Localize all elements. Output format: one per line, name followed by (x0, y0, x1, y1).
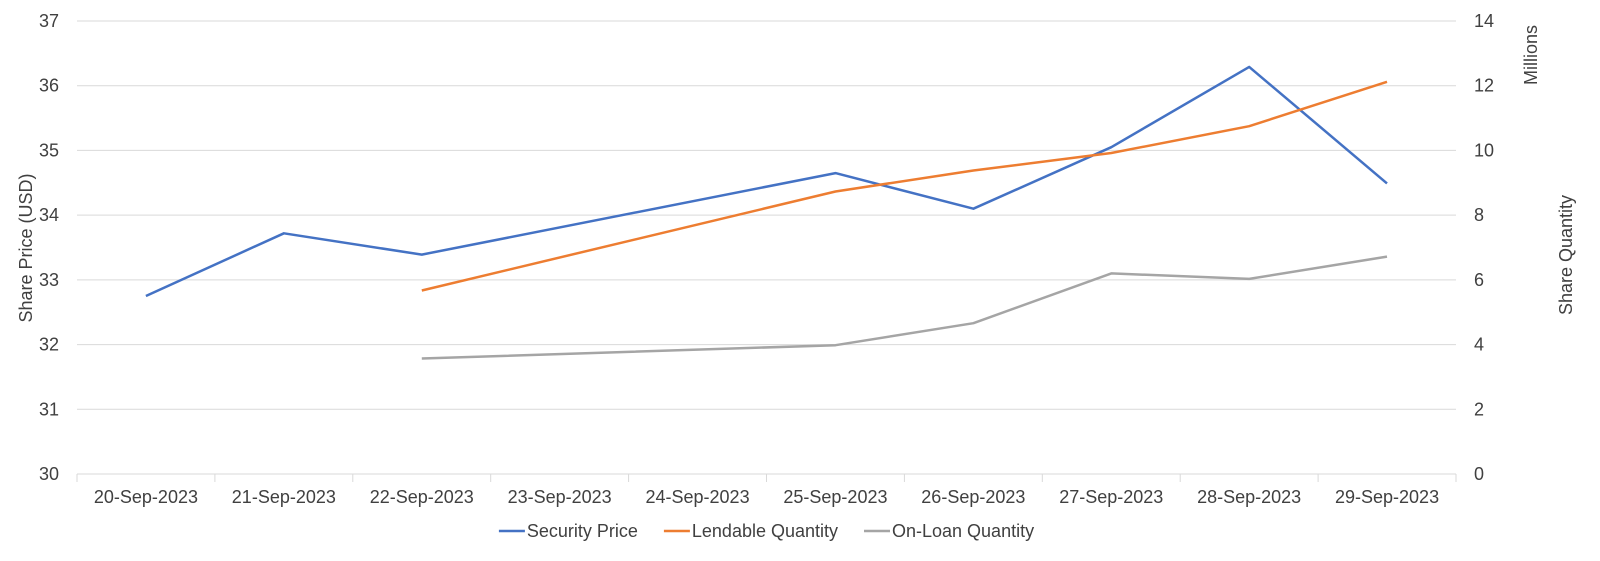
right-tick-label: 6 (1474, 270, 1484, 290)
series-lines (145, 65, 1388, 360)
x-tick-label: 25-Sep-2023 (783, 487, 887, 507)
left-tick-label: 32 (39, 335, 59, 355)
x-tick-label: 28-Sep-2023 (1197, 487, 1301, 507)
legend-item: On-Loan Quantity (864, 521, 1034, 541)
right-axis-ticks: 0 2 4 6 8 10 12 14 (1474, 11, 1494, 484)
x-tick-label: 27-Sep-2023 (1059, 487, 1163, 507)
x-tick-label: 24-Sep-2023 (646, 487, 750, 507)
legend-item: Lendable Quantity (663, 521, 838, 541)
left-tick-label: 30 (39, 464, 59, 484)
left-tick-label: 35 (39, 140, 59, 160)
right-tick-label: 2 (1474, 399, 1484, 419)
legend-label: Security Price (527, 521, 638, 541)
left-axis-title: Share Price (USD) (16, 173, 36, 322)
right-axis-title: Share Quantity (1556, 195, 1576, 315)
series-line-on-loan-quantity (421, 255, 1388, 360)
legend-label: On-Loan Quantity (892, 521, 1034, 541)
legend: Security Price Lendable Quantity On-Loan Q… (498, 521, 1034, 541)
x-tick-label: 20-Sep-2023 (94, 487, 198, 507)
left-tick-label: 33 (39, 270, 59, 290)
right-tick-label: 14 (1474, 11, 1494, 31)
right-tick-label: 10 (1474, 140, 1494, 160)
right-tick-label: 0 (1474, 464, 1484, 484)
series-line-lendable-quantity (421, 80, 1388, 292)
left-tick-label: 36 (39, 76, 59, 96)
right-axis-unit-label: Millions (1521, 25, 1541, 85)
left-tick-label: 34 (39, 205, 59, 225)
right-tick-label: 12 (1474, 76, 1494, 96)
grid-lines (76, 20, 1457, 482)
x-tick-label: 22-Sep-2023 (370, 487, 474, 507)
series-line-security-price (145, 65, 1388, 298)
left-tick-label: 31 (39, 399, 59, 419)
right-tick-label: 8 (1474, 205, 1484, 225)
x-tick-label: 29-Sep-2023 (1335, 487, 1439, 507)
legend-item: Security Price (498, 521, 638, 541)
legend-label: Lendable Quantity (692, 521, 838, 541)
x-tick-label: 21-Sep-2023 (232, 487, 336, 507)
left-axis-ticks: 30 31 32 33 34 35 36 37 (39, 11, 59, 484)
x-tick-label: 26-Sep-2023 (921, 487, 1025, 507)
x-tick-label: 23-Sep-2023 (508, 487, 612, 507)
x-axis-ticks: 20-Sep-2023 21-Sep-2023 22-Sep-2023 23-Sep-… (94, 487, 1439, 507)
right-tick-label: 4 (1474, 335, 1484, 355)
left-tick-label: 37 (39, 11, 59, 31)
